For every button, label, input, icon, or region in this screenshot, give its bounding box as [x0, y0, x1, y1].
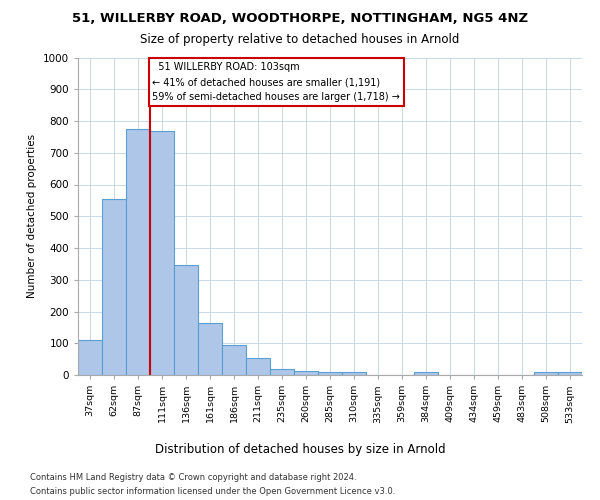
Bar	[342, 372, 366, 375]
Y-axis label: Number of detached properties: Number of detached properties	[27, 134, 37, 298]
Bar	[558, 372, 582, 375]
Bar	[294, 371, 318, 375]
Text: 51, WILLERBY ROAD, WOODTHORPE, NOTTINGHAM, NG5 4NZ: 51, WILLERBY ROAD, WOODTHORPE, NOTTINGHA…	[72, 12, 528, 26]
Bar	[270, 370, 294, 375]
Text: Size of property relative to detached houses in Arnold: Size of property relative to detached ho…	[140, 32, 460, 46]
Bar	[318, 372, 342, 375]
Bar	[174, 266, 198, 375]
Bar	[102, 199, 126, 375]
Text: Contains public sector information licensed under the Open Government Licence v3: Contains public sector information licen…	[30, 488, 395, 496]
Bar	[198, 323, 222, 375]
Text: 51 WILLERBY ROAD: 103sqm
← 41% of detached houses are smaller (1,191)
59% of sem: 51 WILLERBY ROAD: 103sqm ← 41% of detach…	[152, 62, 400, 102]
Bar	[222, 345, 246, 375]
Bar	[150, 130, 174, 375]
Bar	[414, 372, 438, 375]
Text: Contains HM Land Registry data © Crown copyright and database right 2024.: Contains HM Land Registry data © Crown c…	[30, 472, 356, 482]
Bar	[246, 358, 270, 375]
Bar	[126, 129, 150, 375]
Text: Distribution of detached houses by size in Arnold: Distribution of detached houses by size …	[155, 442, 445, 456]
Bar	[78, 340, 102, 375]
Bar	[534, 372, 558, 375]
